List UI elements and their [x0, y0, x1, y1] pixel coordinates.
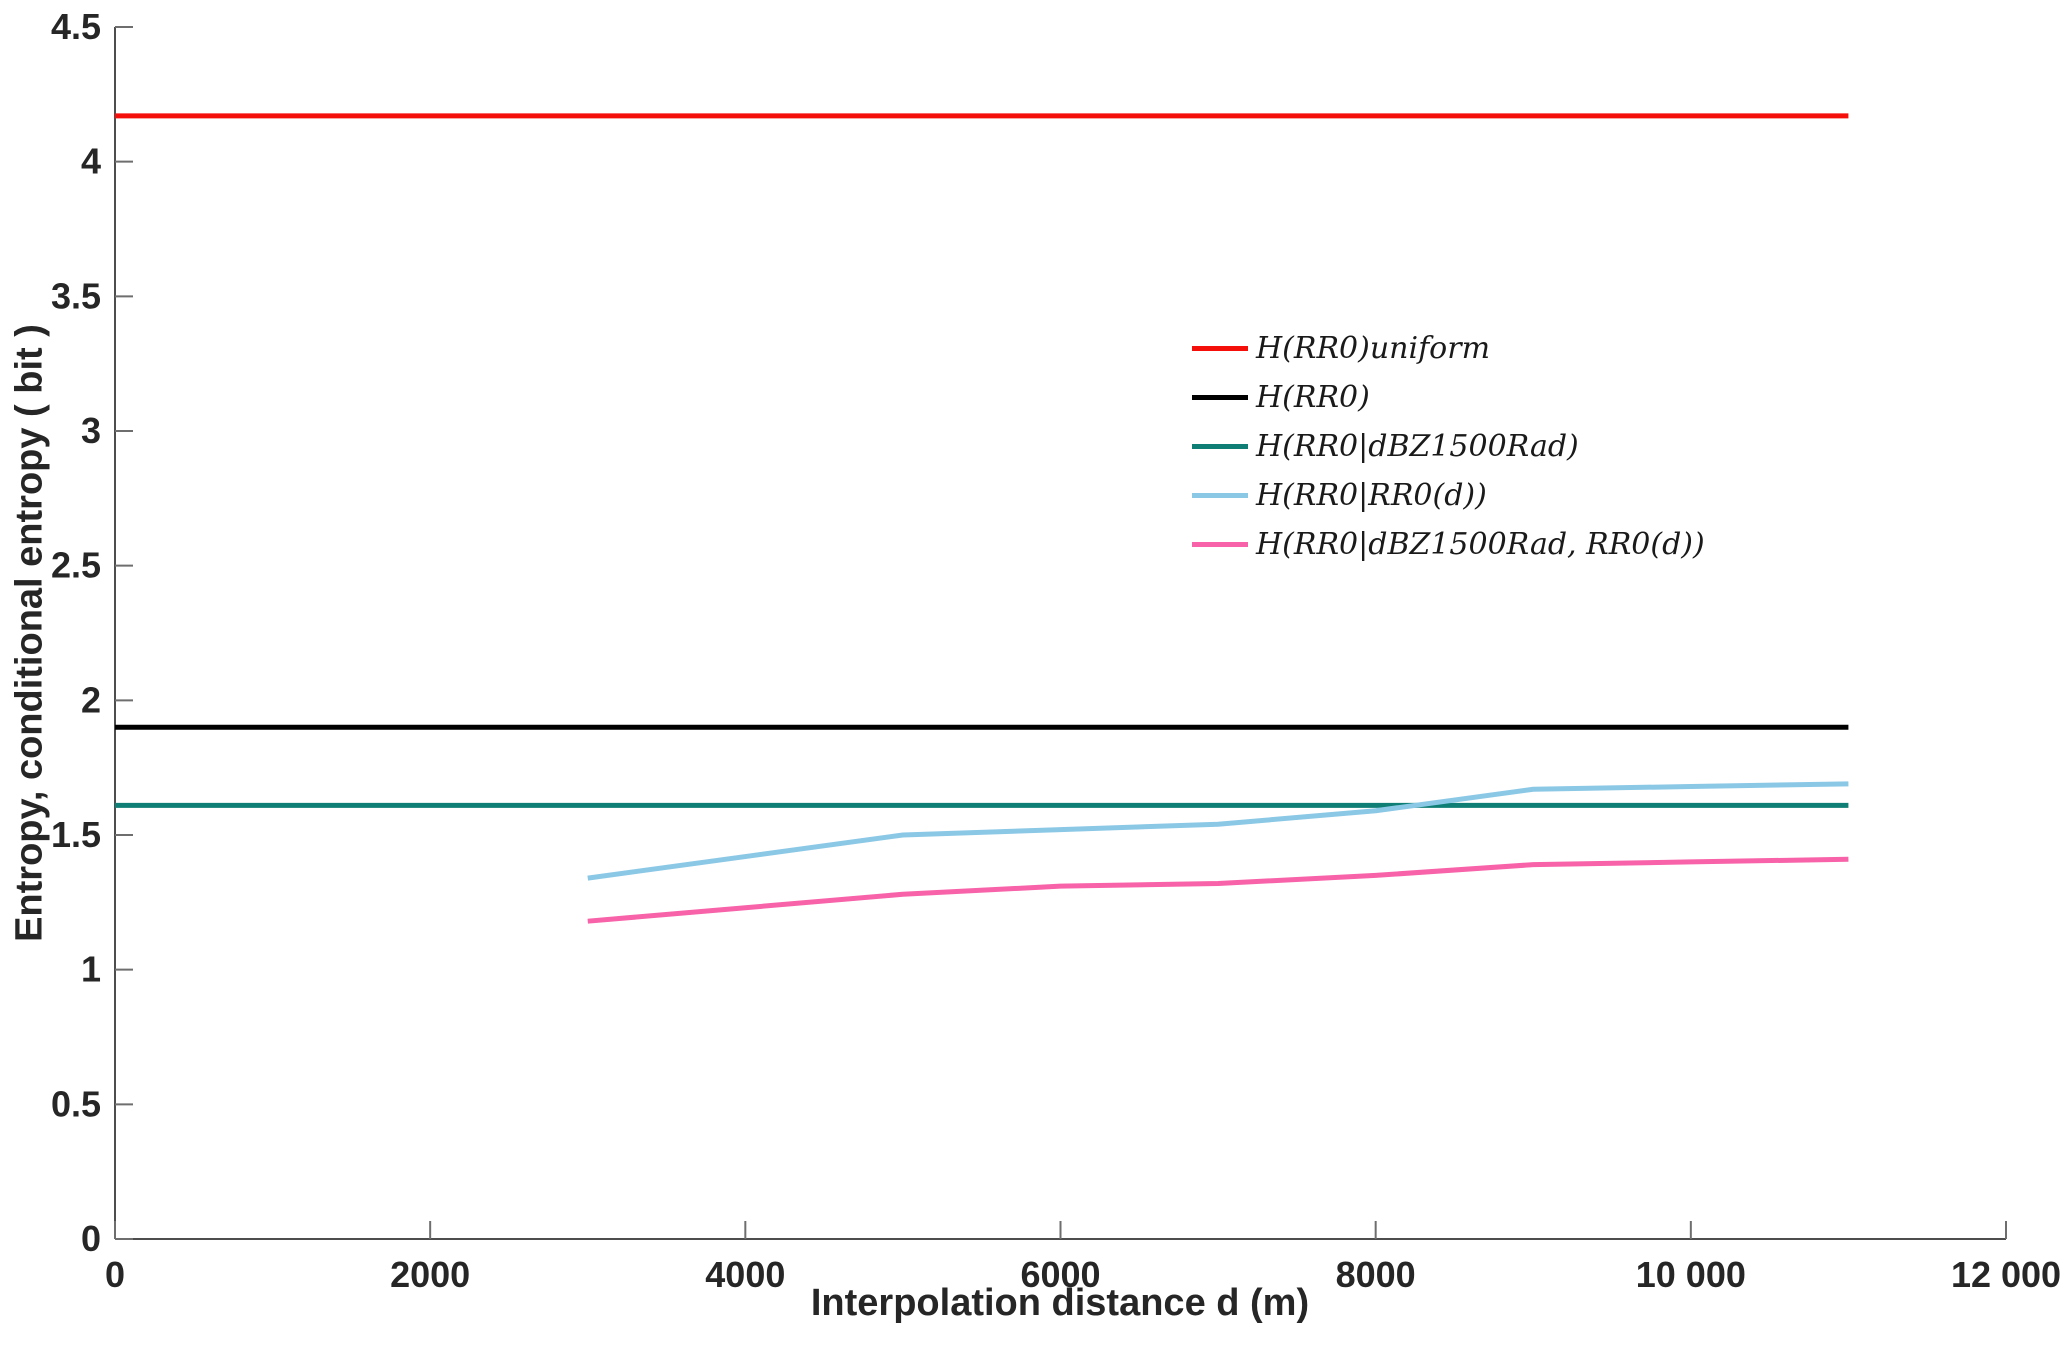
legend-label: H(RR0|RR0(d))	[1256, 478, 1487, 513]
legend-item-h-rr0-given-rr0d: H(RR0|RR0(d))	[1192, 471, 1705, 520]
legend: H(RR0)uniform H(RR0) H(RR0|dBZ1500Rad) H(RR…	[1192, 324, 1705, 569]
y-tick-label: 2	[81, 679, 101, 720]
x-tick-label: 4000	[705, 1254, 785, 1295]
legend-label: H(RR0)	[1256, 380, 1370, 415]
legend-swatch-h-rr0-given-dbz1500rad-rr0d	[1192, 542, 1248, 547]
y-tick-label: 1	[81, 949, 101, 990]
y-tick-label: 0.5	[51, 1083, 101, 1124]
x-tick-label: 10 000	[1636, 1254, 1746, 1295]
legend-swatch-h-rr0	[1192, 395, 1248, 400]
legend-label: H(RR0|dBZ1500Rad, RR0(d))	[1256, 527, 1705, 562]
y-tick-label: 2.5	[51, 545, 101, 586]
legend-swatch-h-rr0-uniform	[1192, 346, 1248, 351]
y-tick-label: 3.5	[51, 275, 101, 316]
series-line-h-rr0-given-rr0d	[587, 781, 1849, 881]
x-tick-label: 0	[105, 1254, 125, 1295]
legend-item-h-rr0-given-dbz1500rad-rr0d: H(RR0|dBZ1500Rad, RR0(d))	[1192, 520, 1705, 569]
legend-item-h-rr0-uniform: H(RR0)uniform	[1192, 324, 1705, 373]
legend-swatch-h-rr0-given-rr0d	[1192, 493, 1248, 498]
y-axis-label: Entropy, conditional entropy ( bit )	[8, 324, 51, 942]
legend-item-h-rr0-given-dbz1500rad: H(RR0|dBZ1500Rad)	[1192, 422, 1705, 471]
legend-item-h-rr0: H(RR0)	[1192, 373, 1705, 422]
x-tick-label: 2000	[390, 1254, 470, 1295]
x-tick-label: 6000	[1020, 1254, 1100, 1295]
legend-swatch-h-rr0-given-dbz1500rad	[1192, 444, 1248, 449]
y-tick-label: 4.5	[51, 6, 101, 47]
y-tick-label: 3	[81, 410, 101, 451]
x-tick-label: 12 000	[1951, 1254, 2061, 1295]
legend-label: H(RR0)uniform	[1256, 331, 1491, 366]
y-tick-label: 4	[81, 141, 101, 182]
x-tick-label: 8000	[1336, 1254, 1416, 1295]
x-axis-label: Interpolation distance d (m)	[810, 1282, 1310, 1324]
series-line-h-rr0-given-dbz1500rad-rr0d	[587, 856, 1849, 924]
y-tick-label: 1.5	[51, 814, 101, 855]
y-tick-label: 0	[81, 1218, 101, 1259]
legend-label: H(RR0|dBZ1500Rad)	[1256, 429, 1579, 464]
